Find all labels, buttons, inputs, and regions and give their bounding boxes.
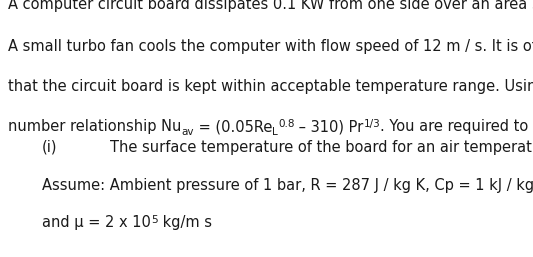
Text: that the circuit board is kept within acceptable temperature range. Using the av: that the circuit board is kept within ac… — [8, 79, 533, 94]
Text: – 310) Pr: – 310) Pr — [295, 119, 364, 134]
Text: 5: 5 — [151, 215, 157, 225]
Text: (i): (i) — [42, 140, 58, 155]
Text: 0.8: 0.8 — [278, 119, 295, 129]
Text: . You are required to calculate:: . You are required to calculate: — [381, 119, 533, 134]
Text: Assume: Ambient pressure of 1 bar, R = 287 J / kg K, Cp = 1 kJ / kg K, k = 0.03 : Assume: Ambient pressure of 1 bar, R = 2… — [42, 178, 533, 193]
Text: av: av — [181, 127, 194, 137]
Text: and μ = 2 x 10: and μ = 2 x 10 — [42, 215, 151, 230]
Text: number relationship Nu: number relationship Nu — [8, 119, 181, 134]
Text: kg/m s: kg/m s — [157, 215, 212, 230]
Text: The surface temperature of the board for an air temperature of 30 °C.: The surface temperature of the board for… — [110, 140, 533, 155]
Text: L: L — [272, 127, 278, 137]
Text: 1/3: 1/3 — [364, 119, 381, 129]
Text: A computer circuit board dissipates 0.1 KW from one side over an area 300 mm by : A computer circuit board dissipates 0.1 … — [8, 0, 533, 12]
Text: A small turbo fan cools the computer with flow speed of 12 m / s. It is of utmos: A small turbo fan cools the computer wit… — [8, 39, 533, 54]
Text: = (0.05Re: = (0.05Re — [194, 119, 272, 134]
